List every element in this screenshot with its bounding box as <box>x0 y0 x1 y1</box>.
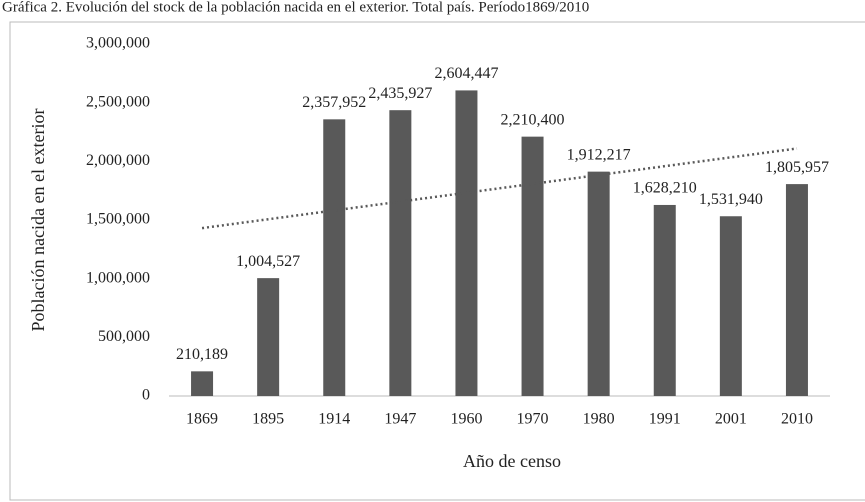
bar <box>785 184 808 396</box>
x-tick-label: 1947 <box>384 411 416 428</box>
x-tick-label: 1914 <box>318 411 350 428</box>
x-tick-label: 1991 <box>649 411 681 428</box>
y-tick-label: 1,500,000 <box>86 211 150 228</box>
y-tick-label: 1,000,000 <box>86 269 150 286</box>
bar <box>389 110 412 396</box>
bar <box>191 371 214 396</box>
data-label: 2,210,400 <box>501 111 565 128</box>
data-label: 1,912,217 <box>567 146 631 163</box>
bar <box>587 171 610 396</box>
bar <box>455 90 478 396</box>
x-tick-label: 2001 <box>715 411 747 428</box>
y-tick-label: 0 <box>142 387 150 404</box>
data-label: 2,604,447 <box>434 65 498 82</box>
y-axis-title: Población nacida en el exterior <box>28 109 48 332</box>
data-label: 2,357,952 <box>302 94 366 111</box>
trendline <box>201 147 798 230</box>
bar <box>653 204 676 396</box>
data-label: 1,805,957 <box>765 159 829 176</box>
x-tick-label: 1960 <box>450 411 482 428</box>
x-tick-label: 1869 <box>186 411 218 428</box>
x-axis-title: Año de censo <box>463 451 561 471</box>
data-label: 2,435,927 <box>368 85 432 102</box>
x-tick-label: 2010 <box>781 411 813 428</box>
x-tick-label: 1980 <box>583 411 615 428</box>
bar <box>521 136 544 396</box>
y-tick-label: 2,000,000 <box>86 152 150 169</box>
bar <box>719 216 742 396</box>
x-tick-label: 1895 <box>252 411 284 428</box>
x-tick-label: 1970 <box>517 411 549 428</box>
data-label: 210,189 <box>176 346 228 363</box>
data-label: 1,628,210 <box>633 180 697 197</box>
y-tick-label: 2,500,000 <box>86 93 150 110</box>
data-label: 1,004,527 <box>236 253 300 270</box>
bar <box>323 119 346 397</box>
data-label: 1,531,940 <box>699 191 763 208</box>
bar <box>257 278 280 396</box>
y-tick-label: 3,000,000 <box>86 35 150 52</box>
chart-title: Gráfica 2. Evolución del stock de la pob… <box>2 0 589 15</box>
y-tick-label: 500,000 <box>98 328 150 345</box>
